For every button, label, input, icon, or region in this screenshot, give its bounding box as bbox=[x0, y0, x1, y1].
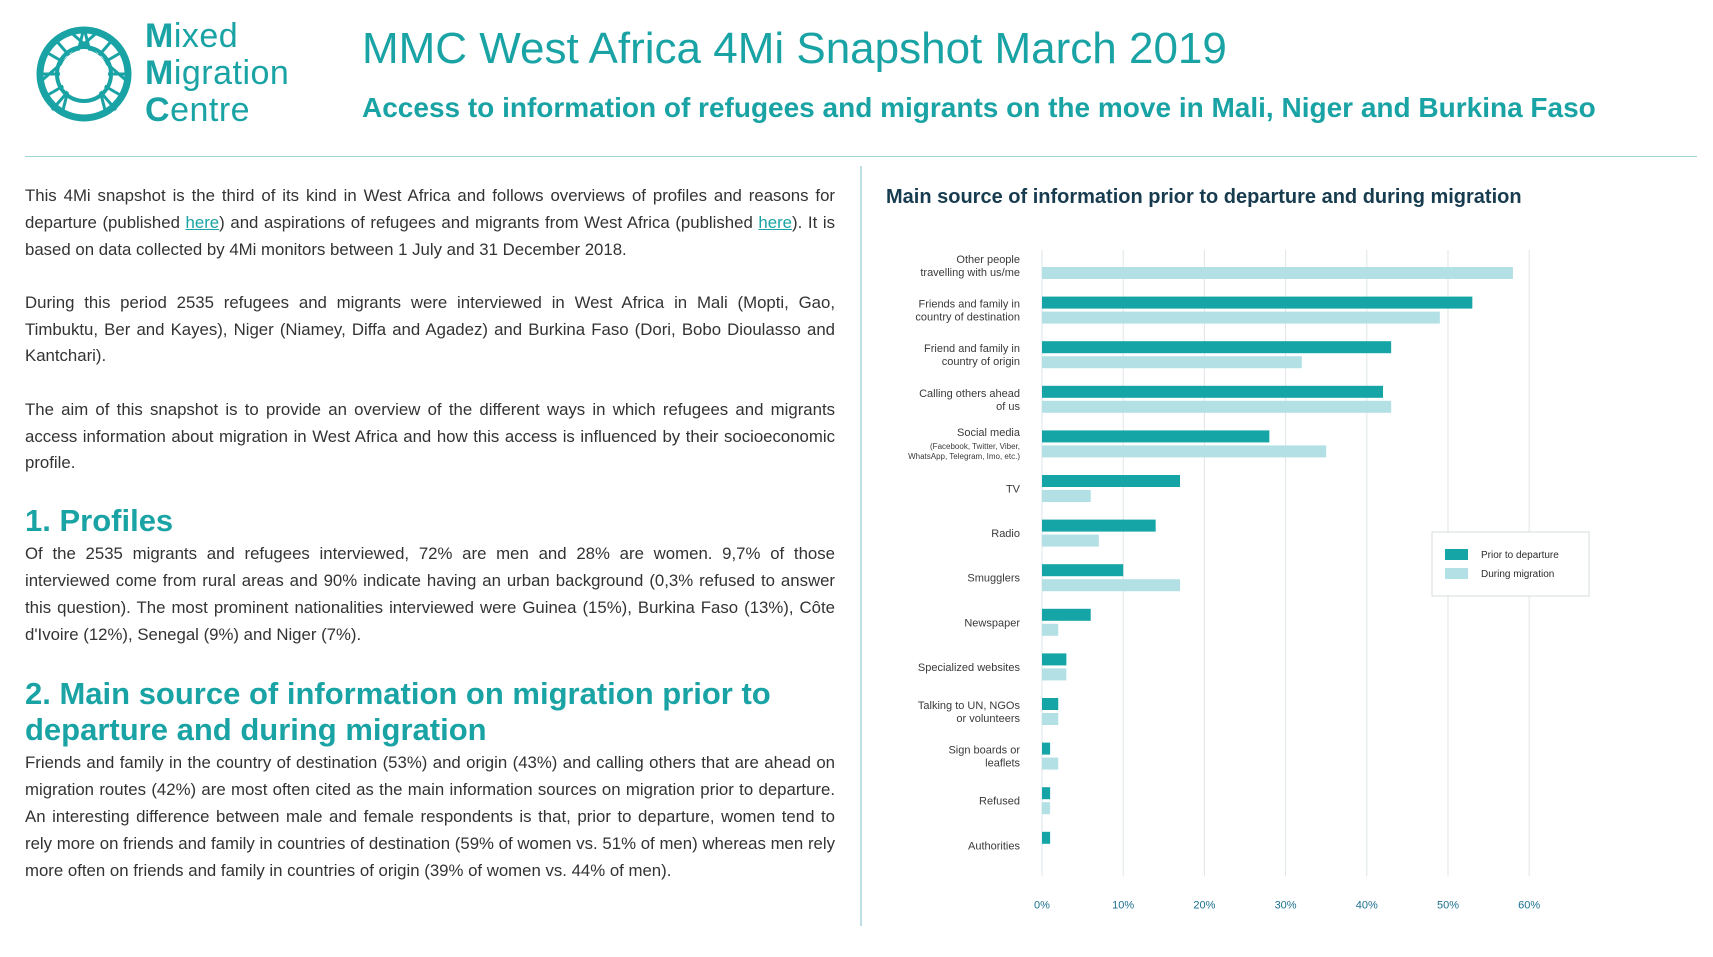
page-title: MMC West Africa 4Mi Snapshot March 2019 bbox=[362, 24, 1227, 73]
category-label: Social media bbox=[957, 427, 1021, 439]
bar-prior bbox=[1042, 698, 1059, 710]
x-tick-label: 40% bbox=[1356, 899, 1378, 910]
intro-paragraph-1: This 4Mi snapshot is the third of its ki… bbox=[25, 186, 835, 259]
here-link-profiles[interactable]: here bbox=[185, 212, 220, 232]
x-tick-label: 20% bbox=[1193, 899, 1215, 910]
bar-prior bbox=[1042, 564, 1124, 577]
x-tick-label: 30% bbox=[1275, 899, 1297, 910]
bar-during bbox=[1042, 490, 1091, 502]
intro-paragraph-2: During this period 2535 refugees and mig… bbox=[25, 292, 835, 366]
legend-swatch bbox=[1445, 568, 1468, 579]
category-label: Radio bbox=[991, 528, 1020, 540]
bar-during bbox=[1042, 668, 1067, 681]
category-label: country of destination bbox=[915, 312, 1020, 324]
chart-title: Main source of information prior to depa… bbox=[886, 186, 1522, 208]
category-note: WhatsApp, Telegram, Imo, etc.) bbox=[908, 452, 1020, 461]
category-label: Friend and family in bbox=[924, 343, 1020, 355]
category-label: country of origin bbox=[942, 356, 1020, 368]
bar-during bbox=[1042, 311, 1440, 324]
legend-label: During migration bbox=[1481, 569, 1554, 580]
intro-paragraph-3: The aim of this snapshot is to provide a… bbox=[25, 399, 835, 473]
bar-prior bbox=[1042, 296, 1473, 309]
text-column: This 4Mi snapshot is the third of its ki… bbox=[25, 183, 835, 884]
here-link-aspirations[interactable]: here bbox=[758, 212, 793, 232]
category-label: Authorities bbox=[968, 840, 1020, 852]
bar-prior bbox=[1042, 787, 1051, 800]
category-label: Smugglers bbox=[967, 573, 1020, 585]
bar-prior bbox=[1042, 608, 1091, 621]
category-label: Calling others ahead bbox=[919, 388, 1020, 400]
category-label: Other people bbox=[956, 254, 1020, 266]
profiles-heading: 1. Profiles bbox=[25, 503, 174, 539]
bar-during bbox=[1042, 757, 1059, 770]
header-divider bbox=[25, 156, 1697, 157]
bar-prior bbox=[1042, 653, 1067, 666]
category-label: TV bbox=[1006, 484, 1021, 496]
bar-prior bbox=[1042, 475, 1181, 487]
category-note: (Facebook, Twitter, Viber, bbox=[930, 442, 1020, 451]
bar-prior bbox=[1042, 742, 1051, 755]
category-label: or volunteers bbox=[956, 713, 1020, 725]
profiles-paragraph: Of the 2535 migrants and refugees interv… bbox=[25, 544, 835, 644]
legend-swatch bbox=[1445, 549, 1468, 560]
bar-prior bbox=[1042, 430, 1270, 443]
bar-prior bbox=[1042, 519, 1156, 532]
category-label: of us bbox=[996, 401, 1020, 413]
x-tick-label: 50% bbox=[1437, 899, 1459, 910]
bar-during bbox=[1042, 267, 1513, 279]
bar-during bbox=[1042, 400, 1392, 413]
x-tick-label: 60% bbox=[1518, 899, 1540, 910]
category-label: leaflets bbox=[985, 758, 1020, 770]
page-subtitle: Access to information of refugees and mi… bbox=[362, 92, 1596, 123]
column-divider bbox=[860, 166, 862, 926]
category-label: Sign boards or bbox=[948, 745, 1020, 757]
bar-prior bbox=[1042, 341, 1392, 354]
legend-label: Prior to departure bbox=[1481, 550, 1559, 561]
category-label: Newspaper bbox=[964, 617, 1020, 629]
bar-during bbox=[1042, 445, 1327, 458]
information-source-paragraph: Friends and family in the country of des… bbox=[25, 753, 835, 880]
logo-wordmark: Mixed Migration Centre bbox=[145, 17, 290, 129]
logo: Mixed Migration Centre bbox=[32, 17, 332, 129]
bar-during bbox=[1042, 356, 1302, 369]
category-label: Refused bbox=[979, 796, 1020, 808]
information-source-bar-chart: 0% 10% 20% 30% 40% 50% 60% Other peopletravelli… bbox=[908, 250, 1590, 910]
globe-network-icon bbox=[36, 26, 132, 122]
bar-prior bbox=[1042, 385, 1384, 398]
bar-during bbox=[1042, 579, 1181, 592]
legend-box bbox=[1431, 531, 1590, 597]
category-label: Specialized websites bbox=[918, 662, 1021, 674]
x-tick-label: 0% bbox=[1034, 899, 1050, 910]
x-tick-label: 10% bbox=[1112, 899, 1134, 910]
bar-during bbox=[1042, 623, 1059, 636]
bar-during bbox=[1042, 802, 1051, 815]
bar-during bbox=[1042, 534, 1099, 547]
information-source-heading: 2. Main source of information on migrati… bbox=[25, 676, 771, 748]
bar-during bbox=[1042, 713, 1059, 725]
category-label: Friends and family in bbox=[919, 299, 1021, 311]
category-label: travelling with us/me bbox=[920, 267, 1020, 279]
category-label: Talking to UN, NGOs bbox=[918, 700, 1021, 712]
bar-prior bbox=[1042, 831, 1051, 844]
